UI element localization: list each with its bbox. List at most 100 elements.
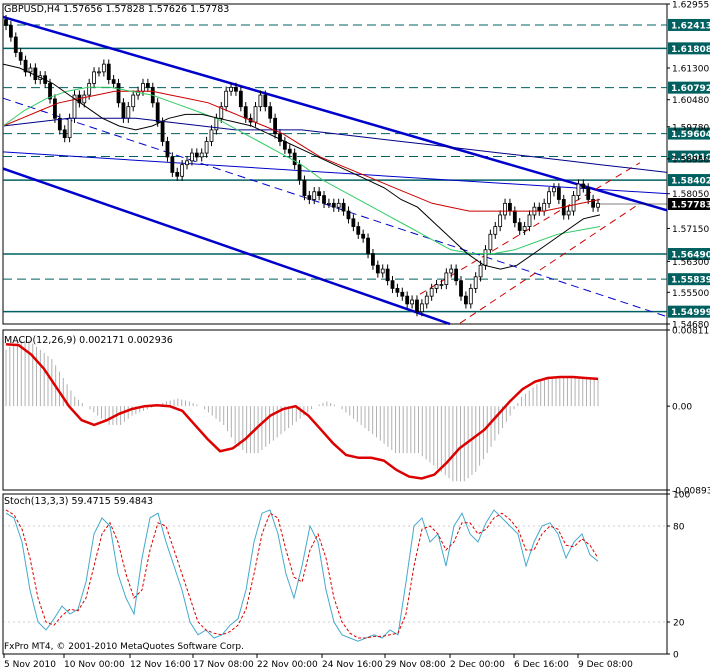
candle-body [106, 63, 111, 81]
candle-body [282, 141, 287, 150]
candle-body [512, 210, 517, 224]
candle-body [145, 83, 150, 88]
candle-body [141, 83, 145, 92]
stoch-panel[interactable]: 100 80 20 0 [2, 491, 690, 661]
candle-body [292, 152, 297, 166]
level-label: 1.55839 [671, 276, 710, 286]
price-tick-label: 1.57150 [672, 225, 709, 235]
candle-body [297, 164, 302, 181]
candle-body [449, 268, 454, 274]
candle-body [439, 284, 444, 286]
candle-body [327, 202, 331, 205]
macd-panel-title: MACD(12,26,9) 0.002171 0.002936 [4, 335, 173, 346]
candle-body [116, 83, 121, 104]
time-axis: 5 Nov 2010 10 Nov 00:00 12 Nov 16:00 17 Nov… [3, 653, 667, 670]
candle-body [542, 202, 547, 212]
macd-panel[interactable]: 0.00811 0.00 -0.00893 [2, 327, 710, 497]
candle-body [165, 141, 170, 158]
candle-body [517, 222, 522, 231]
candle-body [62, 129, 67, 139]
candle-body [194, 152, 199, 158]
candle-body [229, 86, 233, 92]
candle-body [126, 106, 131, 119]
candle-body [552, 187, 556, 193]
candle-body [400, 291, 405, 297]
candle-body [53, 98, 57, 119]
candle-body [253, 106, 258, 123]
candle-body [454, 268, 459, 282]
time-tick-label: 9 Dec 08:00 [578, 660, 633, 670]
candle-body [478, 264, 483, 278]
price-tick-label: 1.58950 [672, 155, 709, 165]
time-tick-label: 17 Nov 08:00 [193, 660, 254, 670]
stoch-tick-label: 100 [673, 491, 690, 501]
ma-red-line [2, 90, 601, 212]
candle-body [356, 226, 361, 235]
level-badge [668, 81, 710, 94]
level-badge [668, 174, 710, 187]
macd-plot-frame [2, 329, 668, 491]
time-tick-label: 12 Nov 16:00 [130, 660, 191, 670]
price-tick-label: 1.61300 [672, 65, 709, 75]
candle-body [444, 272, 449, 285]
candle-body [375, 264, 380, 274]
candle-body [13, 36, 18, 53]
candle-body [160, 121, 165, 142]
candle-body [468, 288, 473, 305]
candle-body [155, 102, 160, 123]
candle-body [361, 233, 366, 239]
candle-body [219, 106, 224, 119]
current-price-label: 1.57783 [671, 201, 710, 211]
price-tick-label: 1.58050 [672, 190, 709, 200]
price-panel-title: GBPUSD,H4 1.57656 1.57828 1.57626 1.5778… [4, 4, 229, 15]
stoch-main-line [5, 509, 599, 642]
candle-body [312, 191, 317, 200]
level-label: 1.60792 [671, 84, 710, 94]
stoch-tick-label: 80 [673, 523, 685, 533]
channel-line [2, 15, 668, 212]
candle-body [380, 268, 385, 274]
price-tick-label: 1.55500 [672, 289, 709, 299]
macd-signal-line [5, 342, 599, 480]
candle-body [591, 199, 596, 208]
candle-body [4, 19, 8, 26]
candle-body [48, 83, 52, 100]
candle-body [351, 218, 356, 227]
candle-body [473, 276, 478, 289]
candle-body [576, 183, 581, 197]
candle-body [273, 117, 277, 135]
candle-body [209, 129, 214, 142]
candle-body [488, 233, 493, 251]
candle-body [287, 148, 292, 154]
candle-body [263, 94, 268, 108]
level-label: 1.61808 [671, 45, 710, 55]
level-badge [668, 273, 710, 286]
ascending-channel-line [459, 202, 641, 324]
candle-body [410, 299, 414, 305]
candle-body [8, 25, 13, 38]
price-tick-label: 1.62955 [672, 1, 709, 11]
level-badge [668, 248, 710, 261]
candle-body [258, 94, 263, 108]
ma-blue-line [2, 117, 668, 173]
candle-body [415, 299, 419, 313]
candle-body [366, 237, 370, 255]
candle-body [199, 152, 204, 158]
candle-body [566, 210, 571, 216]
candle-body [101, 63, 106, 73]
level-badge [668, 42, 710, 55]
candle-body [175, 172, 180, 177]
candle-body [268, 106, 273, 119]
time-tick-label: 24 Nov 16:00 [322, 660, 383, 670]
candle-body [278, 133, 282, 142]
time-tick-label: 10 Nov 00:00 [64, 660, 125, 670]
candle-body [522, 226, 527, 231]
price-tick-label: 1.59780 [672, 123, 709, 133]
level-label: 1.62413 [671, 21, 710, 31]
candle-body [92, 71, 96, 84]
candle-body [28, 67, 33, 73]
candle-body [586, 187, 591, 200]
candle-body [23, 59, 28, 73]
candle-body [331, 202, 336, 208]
stoch-tick-label: 0 [673, 651, 679, 661]
